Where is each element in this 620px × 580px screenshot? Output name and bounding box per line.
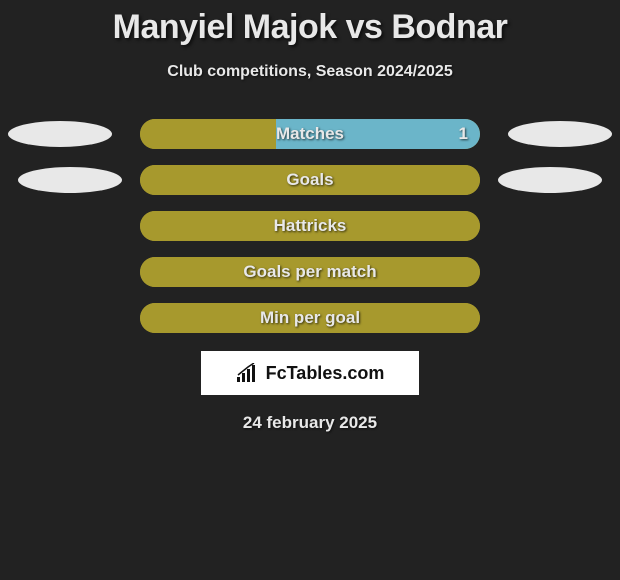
stat-label: Matches <box>140 119 480 149</box>
stat-bar: Hattricks <box>140 211 480 241</box>
comparison-row: Matches1 <box>0 119 620 149</box>
stat-bar: Min per goal <box>140 303 480 333</box>
infographic-container: Manyiel Majok vs Bodnar Club competition… <box>0 0 620 433</box>
page-title: Manyiel Majok vs Bodnar <box>113 8 508 47</box>
right-value-ellipse <box>498 167 602 193</box>
left-value-ellipse <box>18 167 122 193</box>
comparison-row: Min per goal <box>0 303 620 333</box>
comparison-row: Goals <box>0 165 620 195</box>
stat-value-right: 1 <box>459 119 468 149</box>
stat-label: Goals <box>140 165 480 195</box>
comparison-rows: Matches1 Goals Hattricks Goals per match Min… <box>0 119 620 333</box>
stat-label: Min per goal <box>140 303 480 333</box>
stat-bar: Goals <box>140 165 480 195</box>
logo-box: FcTables.com <box>201 351 419 395</box>
date-label: 24 february 2025 <box>243 413 377 433</box>
comparison-row: Hattricks <box>0 211 620 241</box>
stat-bar: Matches1 <box>140 119 480 149</box>
logo-text: FcTables.com <box>266 363 385 384</box>
stat-label: Hattricks <box>140 211 480 241</box>
stat-label: Goals per match <box>140 257 480 287</box>
comparison-row: Goals per match <box>0 257 620 287</box>
subtitle: Club competitions, Season 2024/2025 <box>167 63 452 81</box>
right-value-ellipse <box>508 121 612 147</box>
chart-icon <box>236 363 260 383</box>
stat-bar: Goals per match <box>140 257 480 287</box>
left-value-ellipse <box>8 121 112 147</box>
